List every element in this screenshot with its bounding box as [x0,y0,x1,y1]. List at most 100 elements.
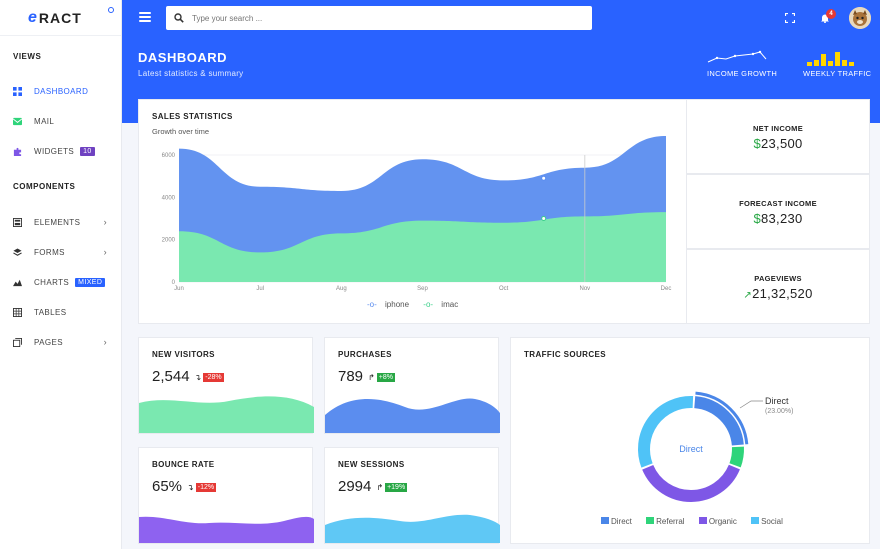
page-subtitle: Latest statistics & summary [138,69,244,78]
legend-iphone[interactable]: -o- iphone [367,300,410,309]
net-income-label: NET INCOME [752,124,804,133]
pageviews-amount: 21,32,520 [752,286,813,301]
trend-down-icon: ↴ [187,482,194,492]
forecast-income-amount: 83,230 [760,211,803,226]
hover-marker-imac [541,216,547,221]
new-sessions-card: NEW SESSIONS 2994 ↱ +19% [324,447,500,544]
search-icon [174,13,184,23]
pageviews-value: ↗21,32,520 [687,286,869,301]
traffic-sources-card: TRAFFIC SOURCES Direct Direct (23.00%) D… [510,337,870,544]
sidebar-item-widgets[interactable]: WIDGETS 10 [0,141,121,161]
legend-social[interactable]: Social [751,517,789,526]
bounce-rate-label: BOUNCE RATE [152,460,215,469]
traffic-title: TRAFFIC SOURCES [524,350,606,359]
sidebar-toggle-icon[interactable] [108,7,114,13]
table-icon [13,307,22,317]
sales-statistics-card: SALES STATISTICS Growth over time 0 2000 4… [138,99,687,324]
purchases-number: 789 [338,368,364,385]
new-sessions-label: NEW SESSIONS [338,460,405,469]
puzzle-icon [13,147,22,156]
sidebar-item-label: ELEMENTS [34,217,81,227]
new-sessions-change: +19% [385,482,408,492]
sidebar-item-charts[interactable]: CHARTS MIXED [0,272,121,292]
legend-iphone-label: iphone [385,300,410,309]
donut-callout-value: (23.00%) [765,408,794,415]
sidebar-item-label: FORMS [34,247,65,257]
donut-slice-social[interactable] [638,396,694,468]
purchases-value: 789 ↱ +8% [338,368,395,385]
notification-count: 4 [826,9,836,19]
section-title-views: VIEWS [13,52,42,61]
calculator-icon [13,217,22,227]
search-input[interactable] [192,13,572,23]
donut-slice-direct[interactable] [693,396,744,446]
sidebar-item-dashboard[interactable]: DASHBOARD [0,81,121,101]
avatar[interactable] [849,7,871,29]
sidebar-item-elements[interactable]: ELEMENTS › [0,212,121,232]
trend-up-icon: ↱ [368,372,375,382]
legend-direct[interactable]: Direct [601,517,638,526]
x-tick-label: Nov [579,286,590,292]
sidebar-item-label: CHARTS [34,277,70,287]
section-title-components: COMPONENTS [13,182,76,191]
donut-highlight-arc [695,391,749,445]
hover-marker-iphone [541,175,547,181]
sidebar-item-label: PAGES [34,337,63,347]
brand-logo[interactable]: e RACT [0,0,121,36]
net-income-amount: 23,500 [760,136,803,151]
legend-organic[interactable]: Organic [698,517,743,526]
donut-slice-organic[interactable] [642,464,740,502]
x-tick-label: Sep [417,286,428,292]
layers-icon [13,247,22,256]
chart-icon [13,279,22,286]
donut-slice-referral[interactable] [729,446,744,468]
chevron-right-icon: › [103,217,107,227]
purchases-card: PURCHASES 789 ↱ +8% [324,337,500,434]
net-income-card: NET INCOME $23,500 [686,99,870,174]
legend-direct-label: Direct [611,517,632,526]
weekly-traffic-label: WEEKLY TRAFFIC [803,69,872,78]
mail-icon [13,117,22,125]
chevron-right-icon: › [103,337,107,347]
sales-area-chart: 0 2000 4000 6000 Jun Jul Aug Sep Oct Nov Dec [162,135,671,292]
pages-icon [13,337,22,347]
forecast-income-card: FORECAST INCOME $83,230 [686,174,870,249]
bounce-rate-wave [139,516,314,543]
bounce-rate-value: 65% ↴ -12% [152,478,217,495]
charts-badge: MIXED [75,277,106,287]
trend-up-icon: ↱ [376,482,384,492]
legend-referral[interactable]: Referral [646,517,690,526]
income-growth-label: INCOME GROWTH [707,69,778,78]
widgets-badge: 10 [80,146,95,156]
user-avatar-icon [849,7,871,29]
sidebar-item-mail[interactable]: MAIL [0,111,121,131]
legend-organic-label: Organic [708,517,737,526]
pageviews-label: PAGEVIEWS [754,274,802,283]
purchases-change: +8% [376,372,395,382]
sidebar-item-tables[interactable]: TABLES [0,302,121,322]
sidebar-item-forms[interactable]: FORMS › [0,242,121,262]
legend-imac[interactable]: -o- imac [423,300,459,309]
bounce-rate-card: BOUNCE RATE 65% ↴ -12% [138,447,314,544]
legend-imac-label: imac [441,300,459,309]
trend-up-icon: ↗ [743,290,753,301]
sidebar-item-pages[interactable]: PAGES › [0,332,121,352]
trend-down-icon: ↴ [194,372,202,382]
new-sessions-value: 2994 ↱ +19% [338,478,408,495]
new-visitors-label: NEW VISITORS [152,350,215,359]
callout-line [739,400,763,409]
search-box [166,6,592,30]
menu-icon[interactable] [139,12,151,22]
notification-button[interactable]: 4 [820,9,836,24]
sidebar: e RACT VIEWS DASHBOARD MAIL WIDGETS 10 C… [0,0,122,549]
dashboard-icon [13,86,22,96]
x-tick-label: Jul [256,286,264,292]
brand-name: RACT [38,9,82,26]
y-tick-label: 6000 [162,153,176,159]
fullscreen-icon[interactable] [785,13,795,23]
income-growth-sparkline [707,50,767,63]
x-tick-label: Aug [336,286,347,292]
x-tick-label: Jun [174,286,184,292]
area-series-imac [179,212,666,282]
pageviews-card: PAGEVIEWS ↗21,32,520 [686,249,870,324]
